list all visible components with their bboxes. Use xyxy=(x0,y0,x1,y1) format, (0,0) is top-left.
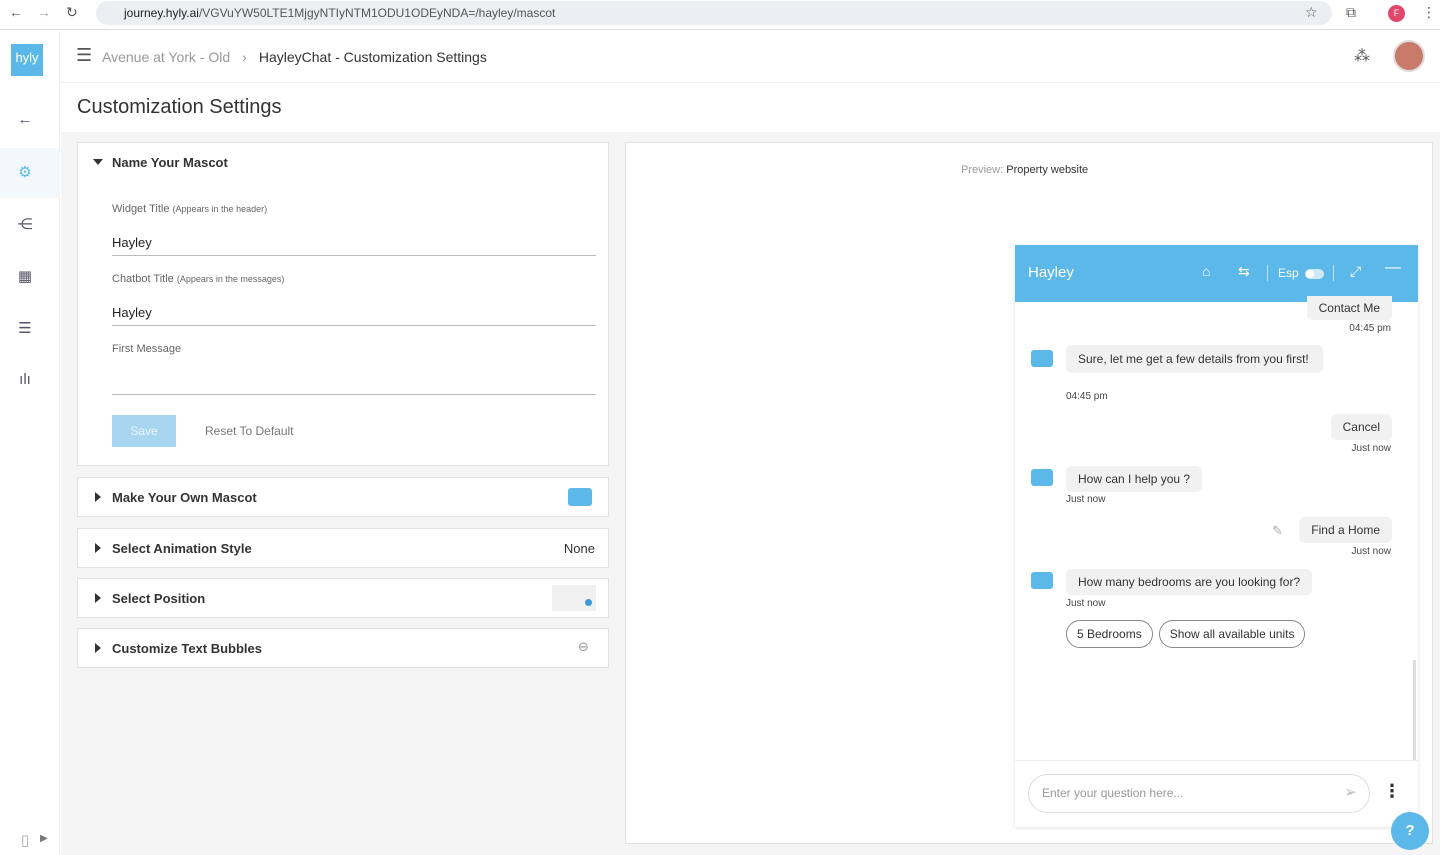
message-time: Just now xyxy=(1066,598,1106,609)
extensions-icon[interactable]: ⧉ xyxy=(1346,4,1356,20)
sliders-icon[interactable]: ☰ xyxy=(18,320,32,337)
accordion-text-bubbles[interactable]: Customize Text Bubbles ⊖ xyxy=(77,628,609,668)
bot-message: How many bedrooms are you looking for? xyxy=(1066,569,1313,595)
reload-icon[interactable]: ↻ xyxy=(66,4,78,20)
preview-value: Property website xyxy=(1006,164,1089,176)
bot-avatar-icon xyxy=(1031,469,1053,486)
chat-input[interactable]: Enter your question here... ➢ xyxy=(1028,774,1370,813)
reset-default-button[interactable]: Reset To Default xyxy=(205,424,294,438)
chat-header: Hayley ⌂ ⇆ Esp ⤢ — xyxy=(1015,245,1418,302)
option-5-bedrooms[interactable]: 5 Bedrooms xyxy=(1066,620,1153,648)
chatbot-title-input[interactable]: Hayley xyxy=(112,305,596,326)
back-icon[interactable]: ← xyxy=(9,4,23,20)
quick-reply-options: 5 Bedrooms Show all available units xyxy=(1066,620,1306,648)
hamburger-icon[interactable]: ☰ xyxy=(76,45,93,65)
thumbs-feedback-icon[interactable]: ⇆ xyxy=(1238,263,1250,279)
widget-title-hint: (Appears in the header) xyxy=(172,204,268,214)
bot-avatar-icon xyxy=(1031,572,1053,589)
caret-right-icon xyxy=(95,643,101,653)
language-label: Esp xyxy=(1278,266,1299,280)
caret-down-icon[interactable] xyxy=(93,159,103,165)
name-your-mascot-panel: Name Your Mascot Widget Title (Appears i… xyxy=(77,142,609,466)
user-message: Find a Home xyxy=(1299,517,1392,543)
link-icon: ⊖ xyxy=(578,639,589,654)
send-icon[interactable]: ➢ xyxy=(1344,784,1357,801)
chat-input-placeholder: Enter your question here... xyxy=(1042,786,1184,800)
bot-message: Sure, let me get a few details from you … xyxy=(1066,345,1323,373)
chevron-right-icon: › xyxy=(242,49,247,65)
breadcrumb-current: HayleyChat - Customization Settings xyxy=(258,49,487,65)
breadcrumb-parent[interactable]: Avenue at York - Old xyxy=(102,49,231,65)
gear-icon[interactable]: ⚙ xyxy=(18,164,32,181)
bot-message: How can I help you ? xyxy=(1066,466,1203,492)
caret-right-icon xyxy=(95,492,101,502)
option-all-units[interactable]: Show all available units xyxy=(1158,620,1306,648)
accordion-animation-style[interactable]: Select Animation Style None xyxy=(77,528,609,568)
forward-icon[interactable]: → xyxy=(37,4,51,20)
address-bar[interactable]: journey.hyly.ai/VGVuYW50LTE1MjgyNTIyNTM1… xyxy=(96,1,1332,25)
share-icon[interactable]: ⋲ xyxy=(17,216,33,233)
chat-widget: Hayley ⌂ ⇆ Esp ⤢ — Contact Me 04:45 pm S… xyxy=(1015,245,1418,827)
chatbot-title-hint: (Appears in the messages) xyxy=(176,274,285,284)
first-message-label: First Message xyxy=(112,343,182,355)
chat-scrollbar[interactable] xyxy=(1413,660,1416,760)
user-message: Cancel xyxy=(1330,414,1392,440)
sidebar: hyly ← ⚙ ⋲ ▦ ☰ ılı ▯ ▶ xyxy=(0,31,60,855)
calendar-icon[interactable]: ▦ xyxy=(17,268,33,285)
preview-label: Preview: Property website xyxy=(961,164,1089,176)
menu-kebab-icon[interactable]: ⋮ xyxy=(1422,4,1436,20)
position-preview-icon xyxy=(552,585,596,611)
help-button[interactable]: ? xyxy=(1391,812,1429,850)
accordion-position[interactable]: Select Position xyxy=(77,578,609,618)
user-message: Contact Me xyxy=(1306,296,1392,320)
expand-sidebar-icon[interactable]: ▶ xyxy=(40,833,48,844)
message-time: 04:45 pm xyxy=(1349,323,1391,334)
caret-right-icon xyxy=(95,543,101,553)
home-icon[interactable]: ⌂ xyxy=(1202,263,1211,279)
message-time: 04:45 pm xyxy=(1066,391,1108,402)
user-avatar[interactable] xyxy=(1393,40,1425,72)
widget-title-input[interactable]: Hayley xyxy=(112,235,596,256)
top-bar: ☰ Avenue at York - Old › HayleyChat - Cu… xyxy=(61,31,1440,83)
profile-avatar[interactable]: F xyxy=(1388,5,1405,22)
mascot-icon xyxy=(568,488,592,506)
chat-title: Hayley xyxy=(1028,264,1074,281)
hyly-logo[interactable]: hyly xyxy=(11,44,43,76)
bar-chart-icon[interactable]: ılı xyxy=(19,371,31,388)
chat-menu-icon[interactable]: ⋮ xyxy=(1383,781,1401,801)
breadcrumb: Avenue at York - Old › HayleyChat - Cust… xyxy=(102,49,487,65)
minimize-icon[interactable]: — xyxy=(1385,259,1401,276)
bot-avatar-icon xyxy=(1031,350,1053,367)
animation-style-value: None xyxy=(563,541,595,556)
caret-right-icon xyxy=(95,593,101,603)
accordion-make-mascot[interactable]: Make Your Own Mascot xyxy=(77,477,609,517)
building-icon[interactable]: ▯ xyxy=(20,832,30,849)
save-button[interactable]: Save xyxy=(112,415,176,447)
message-time: Just now xyxy=(1351,443,1391,454)
language-toggle[interactable] xyxy=(1305,269,1324,279)
expand-icon[interactable]: ⤢ xyxy=(1350,263,1362,279)
message-time: Just now xyxy=(1066,494,1106,505)
browser-bar: ← → ↻ journey.hyly.ai/VGVuYW50LTE1MjgyNT… xyxy=(0,0,1440,30)
message-time: Just now xyxy=(1351,546,1391,557)
chatbot-title-label: Chatbot Title xyxy=(112,273,174,285)
apps-grid-icon[interactable]: ⁂ xyxy=(1354,48,1370,65)
bookmark-star-icon[interactable]: ☆ xyxy=(1305,4,1318,20)
first-message-input[interactable] xyxy=(112,377,596,395)
page-title: Customization Settings xyxy=(77,96,282,118)
widget-title-label: Widget Title xyxy=(112,203,170,215)
section-title[interactable]: Name Your Mascot xyxy=(112,155,228,170)
edit-pencil-icon[interactable]: ✎ xyxy=(1272,523,1283,538)
back-arrow-icon[interactable]: ← xyxy=(17,111,33,128)
